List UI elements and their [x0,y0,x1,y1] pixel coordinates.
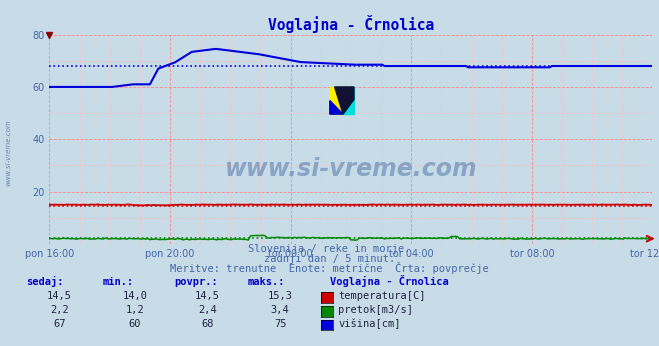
Text: temperatura[C]: temperatura[C] [338,291,426,301]
Text: 2,2: 2,2 [50,305,69,315]
Text: 75: 75 [274,319,286,329]
Text: višina[cm]: višina[cm] [338,319,401,329]
Text: 2,4: 2,4 [198,305,217,315]
Text: Slovenija / reke in morje.: Slovenija / reke in morje. [248,244,411,254]
Bar [330,87,343,114]
Polygon shape [330,101,343,114]
Text: sedaj:: sedaj: [26,276,64,288]
Text: pretok[m3/s]: pretok[m3/s] [338,305,413,315]
Text: Voglajna - Črnolica: Voglajna - Črnolica [330,275,448,288]
Text: 14,5: 14,5 [47,291,72,301]
Text: 15,3: 15,3 [268,291,293,301]
Text: 3,4: 3,4 [271,305,289,315]
Polygon shape [335,87,354,114]
Text: www.si-vreme.com: www.si-vreme.com [225,157,477,181]
Text: www.si-vreme.com: www.si-vreme.com [5,119,12,185]
Text: Meritve: trenutne  Enote: metrične  Črta: povprečje: Meritve: trenutne Enote: metrične Črta: … [170,262,489,274]
Text: 67: 67 [53,319,65,329]
Text: 1,2: 1,2 [126,305,144,315]
Text: 68: 68 [202,319,214,329]
Bar [343,87,354,114]
Text: min.:: min.: [102,277,133,288]
Title: Voglajna - Črnolica: Voglajna - Črnolica [268,16,434,34]
Text: 14,0: 14,0 [123,291,148,301]
Text: zadnji dan / 5 minut.: zadnji dan / 5 minut. [264,254,395,264]
Text: 60: 60 [129,319,141,329]
Text: 14,5: 14,5 [195,291,220,301]
Text: maks.:: maks.: [247,277,285,288]
Text: povpr.:: povpr.: [175,277,218,288]
